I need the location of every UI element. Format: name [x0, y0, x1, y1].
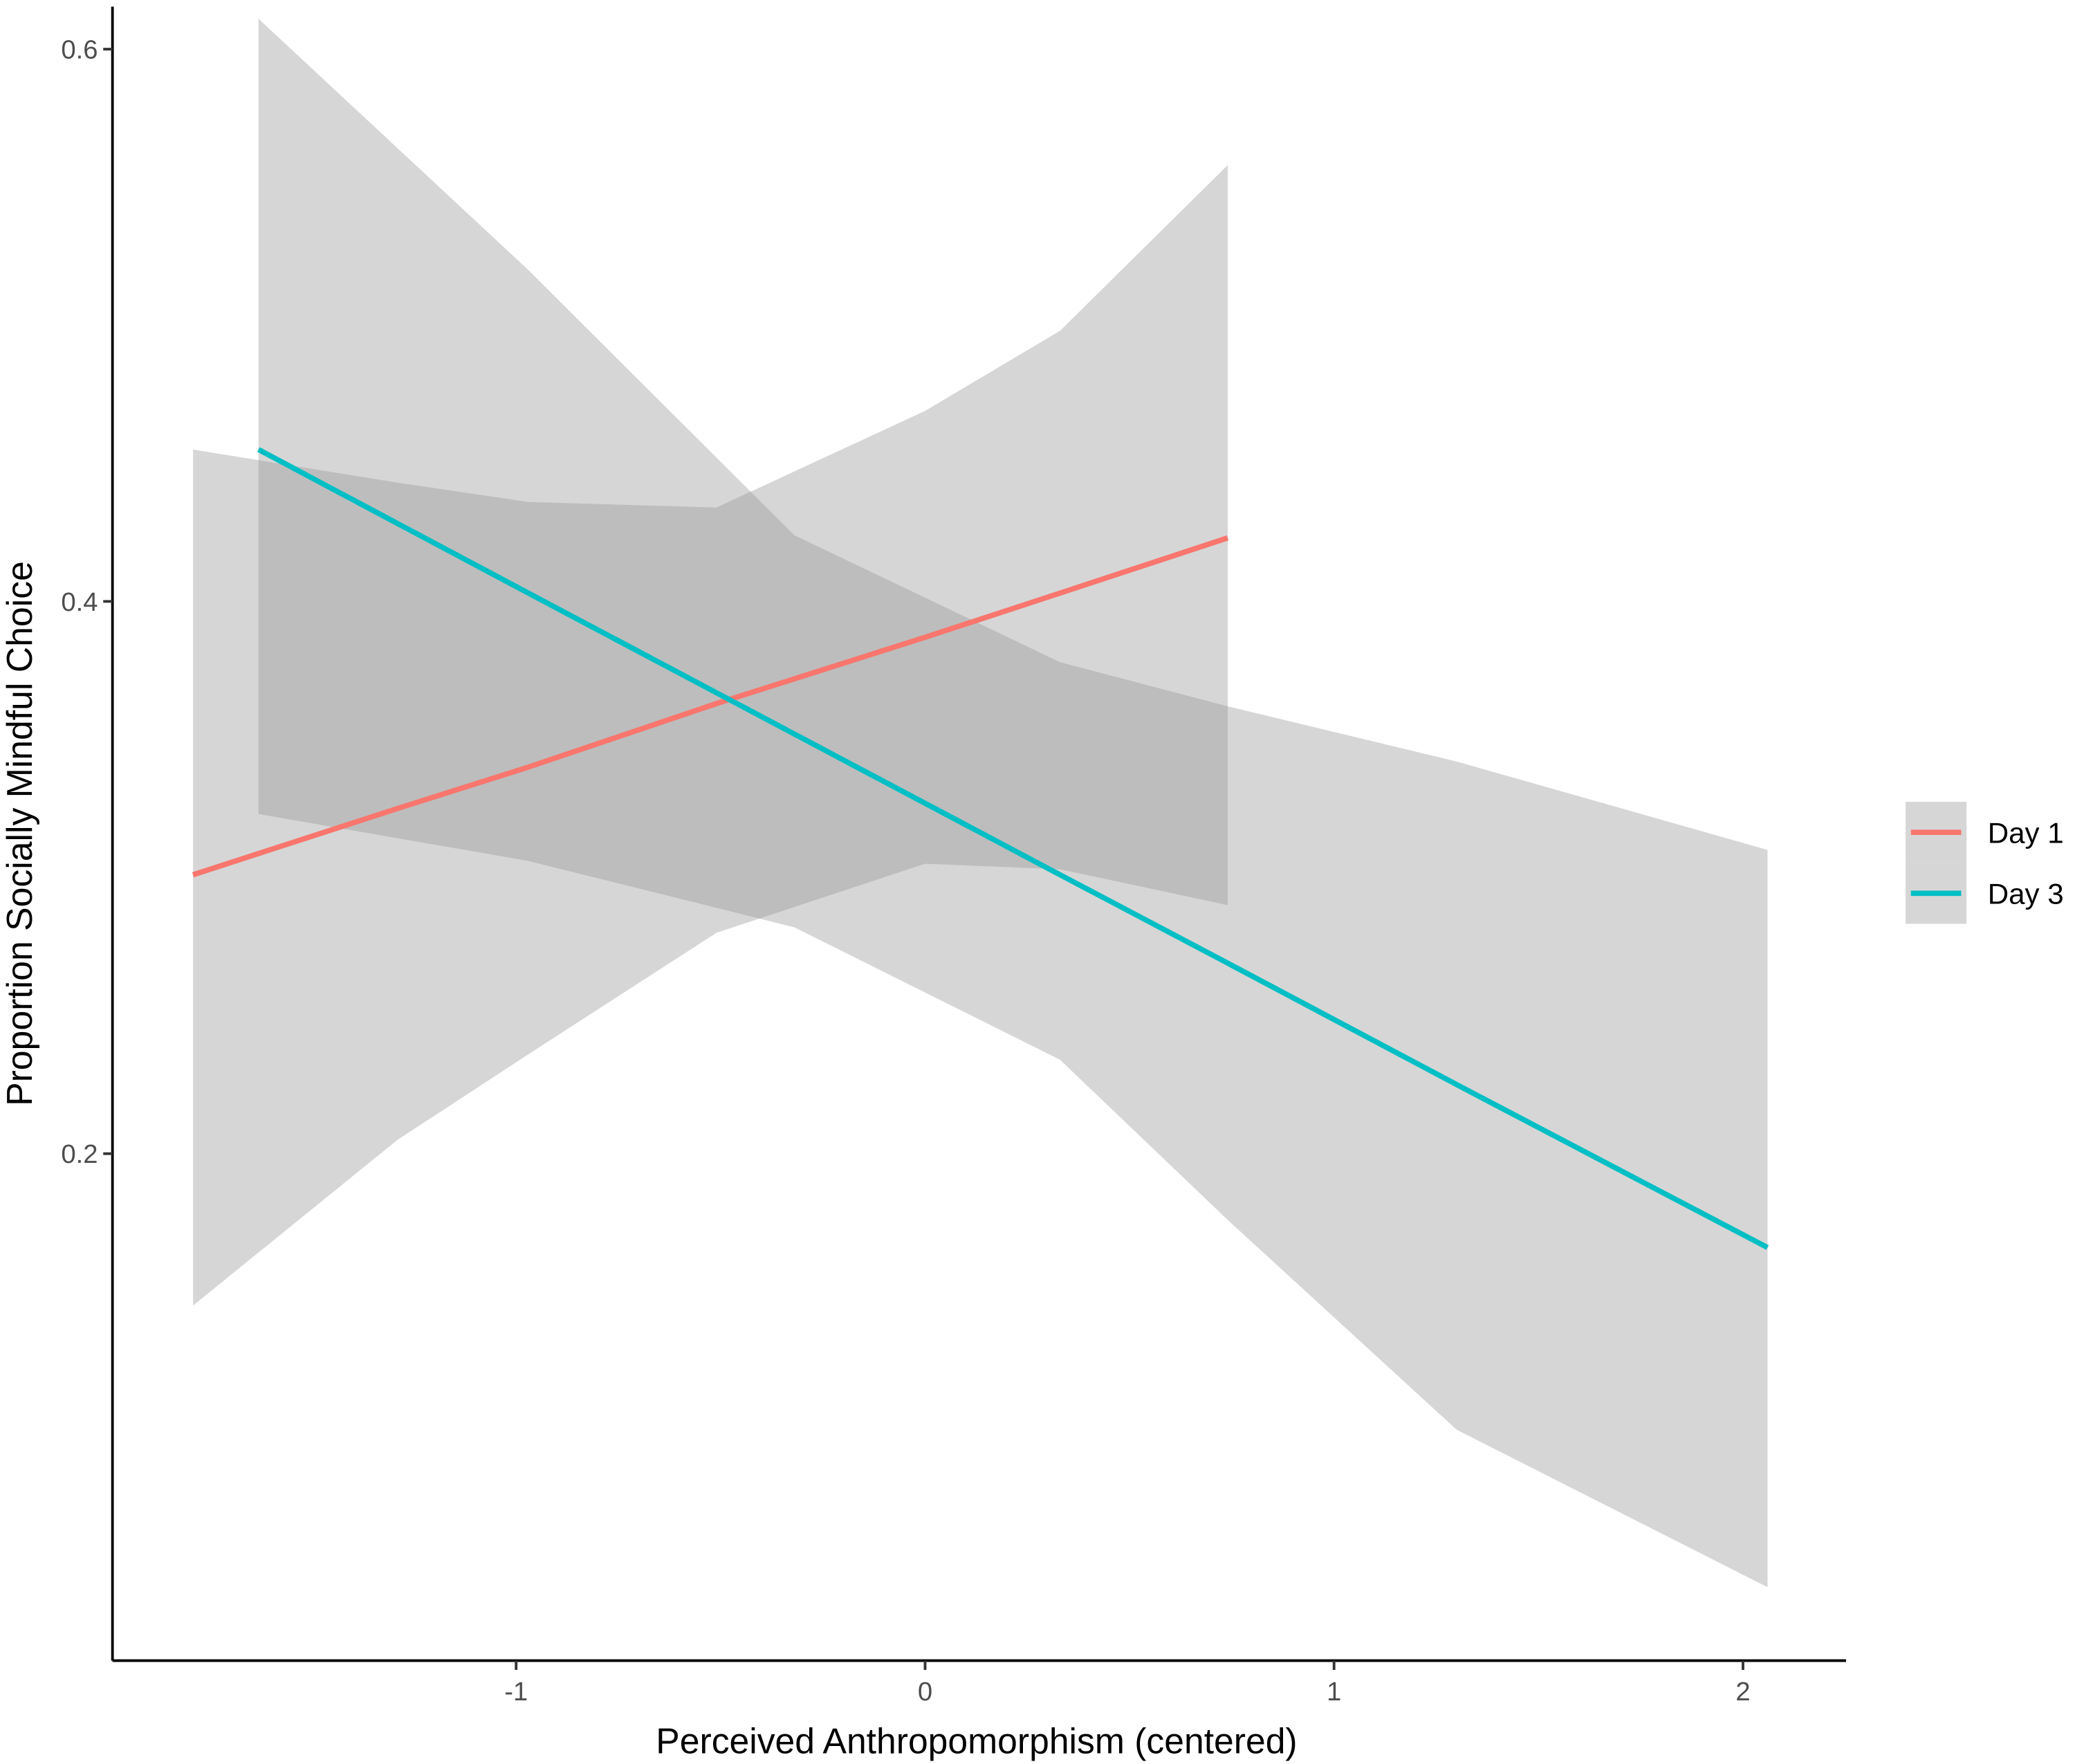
- y-tick-label: 0.4: [61, 587, 98, 617]
- axes: -1 0 1 2 0.2 0.4 0.6: [61, 6, 1847, 1707]
- confidence-band: [193, 165, 1228, 1306]
- x-axis-title: Perceived Anthropomorphism (centered): [656, 1721, 1297, 1761]
- legend: Day 1 Day 3: [1906, 802, 2064, 924]
- trend-line: [192, 535, 1229, 878]
- x-tick-label: -1: [504, 1677, 528, 1707]
- x-tick-label: 1: [1327, 1677, 1341, 1707]
- confidence-band: [258, 19, 1768, 1588]
- y-axis-title: Proportion Socially Mindful Choice: [0, 561, 39, 1106]
- trend-line: [257, 447, 1769, 1250]
- x-tick-label: 2: [1735, 1677, 1750, 1707]
- lines: [192, 447, 1769, 1250]
- legend-label: Day 1: [1988, 816, 2064, 849]
- x-tick-label: 0: [918, 1677, 932, 1707]
- legend-label: Day 3: [1988, 878, 2064, 910]
- y-tick-label: 0.2: [61, 1139, 98, 1169]
- y-tick-label: 0.6: [61, 35, 98, 64]
- bands: [193, 19, 1768, 1588]
